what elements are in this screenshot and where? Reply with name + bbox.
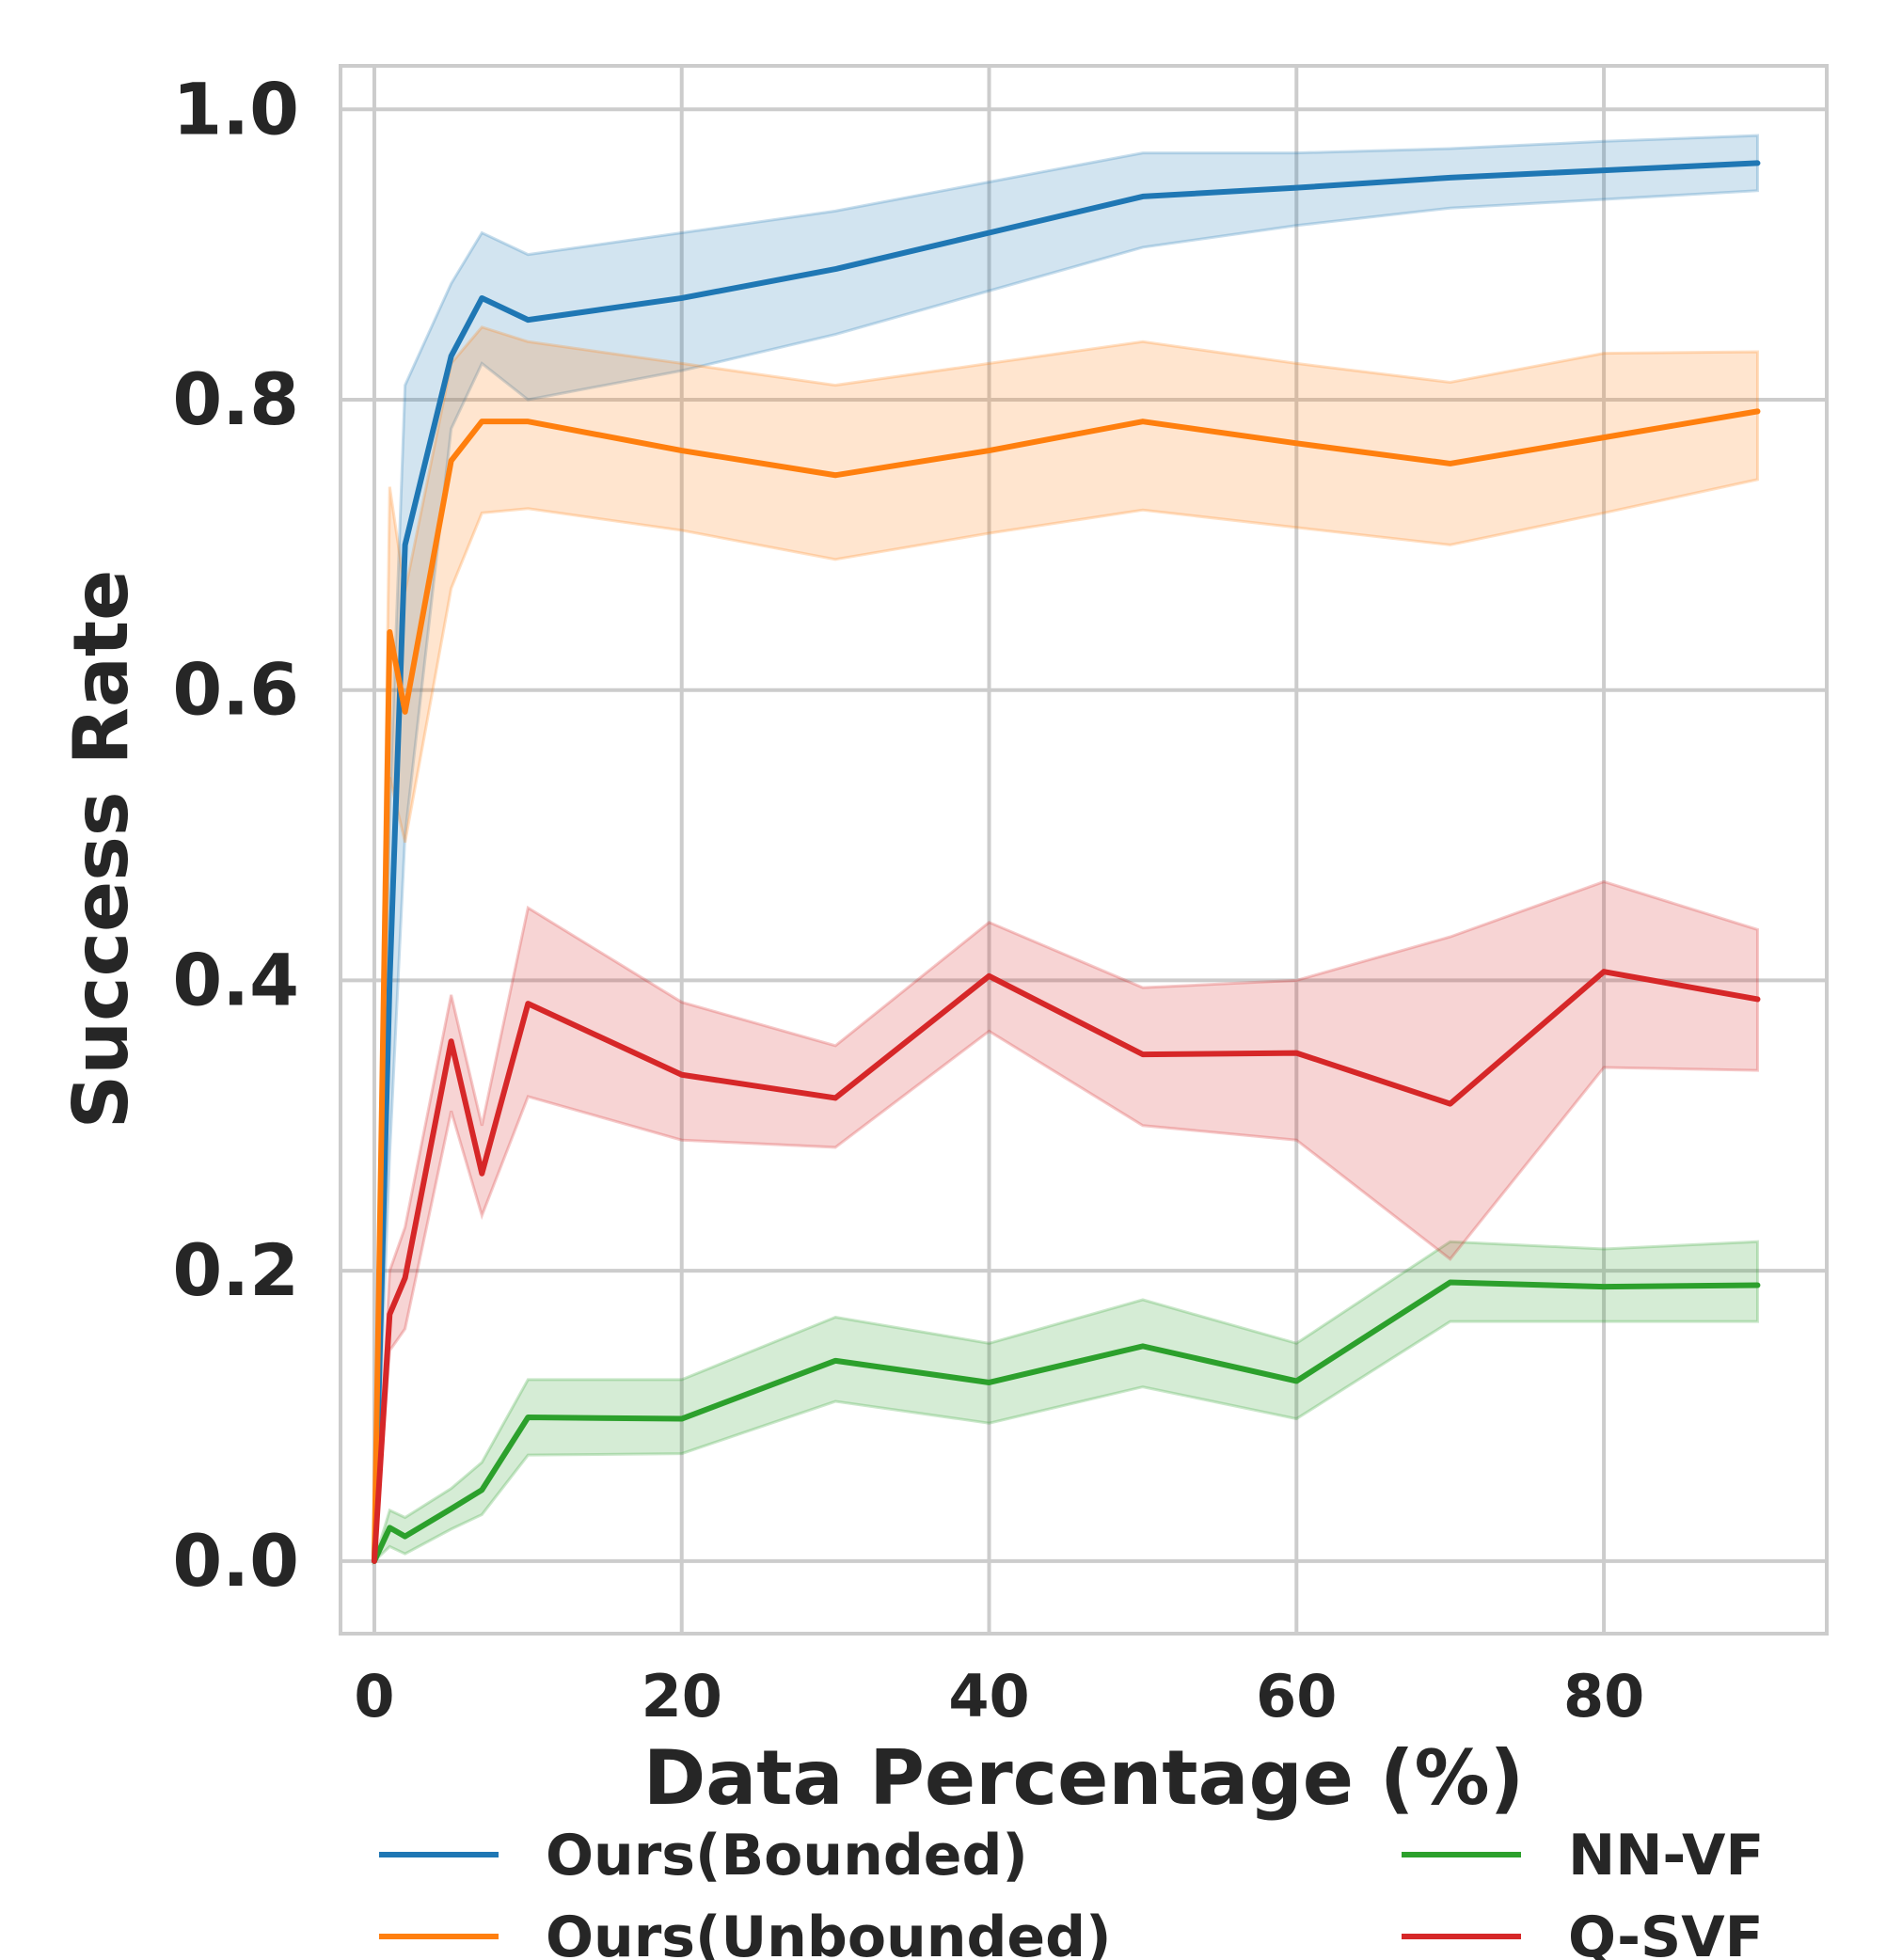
y-tick-label: 0.6 <box>172 648 299 732</box>
series-line-q-svf <box>371 969 1761 1564</box>
x-tick-label: 40 <box>948 1662 1029 1731</box>
y-tick-label: 1.0 <box>172 67 299 150</box>
grid <box>341 66 1827 1634</box>
band-nn-vf <box>371 1240 1759 1566</box>
series-line-nn-vf <box>371 1279 1761 1564</box>
legend: Ours(Bounded) Ours(Unbounded) NN-VF Q-SVF <box>379 1823 1764 1960</box>
y-axis-label: Success Rate <box>57 570 145 1130</box>
y-tick-label: 0.2 <box>172 1228 299 1312</box>
legend-label-q-svf: Q-SVF <box>1568 1905 1764 1960</box>
x-axis-label: Data Percentage (%) <box>643 1734 1524 1822</box>
series-line-ours-unbounded- <box>371 408 1761 1564</box>
x-tick-label: 60 <box>1256 1662 1337 1731</box>
series-lines <box>371 160 1761 1564</box>
band-q-svf <box>372 879 1759 1561</box>
legend-label-ours-unbounded-: Ours(Unbounded) <box>546 1905 1112 1960</box>
x-tick-label: 20 <box>642 1662 722 1731</box>
y-tick-label: 0.0 <box>172 1519 299 1603</box>
legend-label-nn-vf: NN-VF <box>1568 1823 1764 1889</box>
band-ours-unbounded- <box>372 325 1759 1561</box>
confidence-bands <box>371 134 1759 1566</box>
y-tick-label: 0.8 <box>172 357 299 441</box>
y-axis-ticks: 0.0 0.2 0.4 0.6 0.8 1.0 <box>172 67 299 1603</box>
x-axis-ticks: 0 20 40 60 80 <box>354 1662 1644 1731</box>
legend-label-ours-bounded-: Ours(Bounded) <box>546 1823 1028 1889</box>
x-tick-label: 0 <box>354 1662 394 1731</box>
series-line-ours-bounded- <box>371 160 1761 1564</box>
y-tick-label: 0.4 <box>172 938 299 1021</box>
plot-frame <box>339 64 1829 1636</box>
x-tick-label: 80 <box>1563 1662 1644 1731</box>
